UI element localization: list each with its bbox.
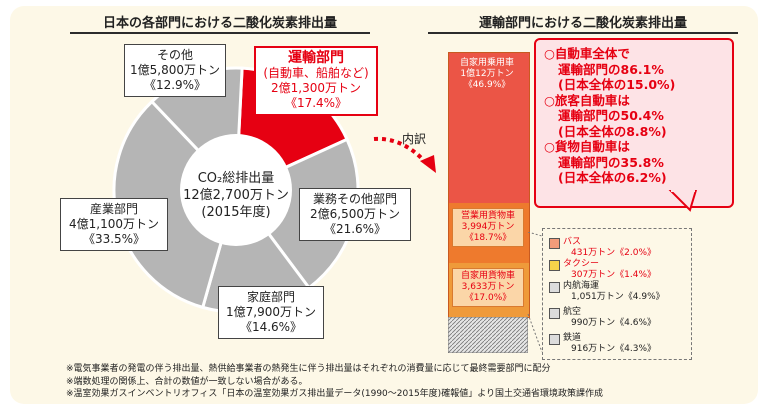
slice-name: 業務その他部門 [312,192,397,206]
legend-name: 航空 [563,307,582,317]
slice-percent: 《21.6%》 [323,222,387,236]
legend-connector [527,232,543,353]
arrow-icon [373,136,436,173]
bar-segment-0 [449,53,529,203]
footnote: ※温室効果ガスインベントリオフィス「日本の温室効果ガス排出量データ(1990～2… [66,389,604,399]
title-underline [428,32,738,34]
legend-value: 431万トン《2.0%》 [571,248,657,258]
callout-line: 運輸部門の50.4% [558,108,664,123]
legend: バス 431万トン《2.0%》 タクシー 307万トン《1.4%》 内航海運 1,051万… [542,228,692,360]
pie-title: 日本の各部門における二酸化炭素排出量 [102,16,337,31]
callout-line: (日本全体の15.0%) [558,77,676,92]
slice-label-household: 家庭部門 1億7,900万トン 《14.6%》 [218,286,324,339]
callout-line: 運輸部門の35.8% [558,154,664,170]
slice-name: 運輸部門 [288,50,344,66]
legend-name: タクシー [563,259,600,269]
footnote: ※端数処理の関係上、合計の数値が一致しない場合がある。 [66,376,308,387]
slice-percent: 《33.5%》 [82,232,146,246]
legend-value: 916万トン《4.3%》 [571,344,657,354]
slice-percent: 《12.9%》 [143,78,207,92]
legend-item: バス 431万トン《2.0%》 [563,237,656,259]
bar-segment-label-0: 自家用乗用車 1億12万トン 《46.9%》 [452,58,522,91]
segment-text: 自家用乗用車 [459,58,514,68]
legend-swatch [549,308,560,319]
slice-amount: 4億1,100万トン [69,217,159,231]
segment-text: 《17.0%》 [464,292,512,303]
segment-text: 《46.9%》 [463,80,511,90]
slice-amount: 2億1,300万トン [271,81,361,95]
segment-text: 3,994万トン [461,221,515,232]
slice-name: その他 [156,48,193,62]
segment-text: 営業用貨物車 [460,210,515,221]
center-line: CO₂総排出量 [197,171,275,186]
slice-amount: 1億5,800万トン [130,63,220,77]
callout-line: 運輸部門の86.1% [558,61,664,77]
legend-item: 鉄道 916万トン《4.3%》 [563,333,656,355]
breakdown-label: 内訳 [402,132,427,146]
slice-label-industry: 産業部門 4億1,100万トン 《33.5%》 [60,198,168,251]
legend-item: 内航海運 1,051万トン《4.9%》 [563,281,665,303]
title-underline [70,32,370,34]
legend-name: 鉄道 [563,333,582,343]
legend-item: タクシー 307万トン《1.4%》 [563,259,656,281]
footnote: ※電気事業者の発電の伴う排出量、熱供給事業者の熱発生に伴う排出量はそれぞれの消費… [66,364,551,374]
segment-text: 《18.7%》 [464,232,512,243]
callout-line: ○旅客自動車は [544,92,630,108]
center-line: 12億2,700万トン [183,188,289,203]
bar-title: 運輸部門における二酸化炭素排出量 [478,16,687,31]
legend-name: 内航海運 [563,281,600,291]
legend-swatch [549,260,560,271]
summary-callout: ○自動車全体で 運輸部門の86.1% (日本全体の15.0%) ○旅客自動車は … [534,38,734,208]
bar-segment-label-1: 営業用貨物車 3,994万トン 《18.7%》 [452,207,524,247]
slice-label-transport: 運輸部門 (自動車、船舶など) 2億1,300万トン 《17.4%》 [254,46,378,116]
legend-swatch [549,238,560,249]
pie-hole [180,134,292,246]
legend-swatch [549,334,560,345]
segment-text: 1億12万トン [460,69,514,79]
bar-segment-label-2: 自家用貨物車 3,633万トン 《17.0%》 [452,267,524,307]
segment-text: 3,633万トン [461,281,515,292]
slice-label-other: その他 1億5,800万トン 《12.9%》 [124,44,226,97]
legend-value: 990万トン《4.6%》 [571,318,657,328]
other-modes-block [448,317,528,353]
pie-chart [112,66,360,314]
slice-subtitle: (自動車、船舶など) [263,66,369,80]
slice-amount: 1億7,900万トン [226,305,316,319]
legend-value: 307万トン《1.4%》 [571,270,657,280]
legend-name: バス [563,237,582,247]
callout-line: (日本全体の6.2%) [558,170,667,185]
legend-item: 航空 990万トン《4.6%》 [563,307,656,329]
pie-center-label: CO₂総排出量 12億2,700万トン (2015年度) [176,170,296,221]
callout-tail [668,190,698,212]
slice-amount: 2億6,500万トン [310,207,400,221]
callout-line: (日本全体の8.8%) [558,123,667,139]
slice-percent: 《14.6%》 [239,320,303,334]
legend-value: 1,051万トン《4.9%》 [571,292,665,302]
slice-label-business: 業務その他部門 2億6,500万トン 《21.6%》 [299,188,411,241]
segment-text: 自家用貨物車 [460,270,515,281]
center-line: (2015年度) [201,205,271,220]
footnotes: ※電気事業者の発電の伴う排出量、熱供給事業者の熱発生に伴う排出量はそれぞれの消費… [66,363,603,401]
stacked-bar-labels: 自家用乗用車 1億12万トン 《46.9%》 営業用貨物車 3,994万トン 《18.7%… [448,52,528,316]
slice-percent: 《17.4%》 [284,96,348,110]
chart-panel: 日本の各部門における二酸化炭素排出量 運輸部門における二酸化炭素排出量 CO₂総… [10,6,758,404]
legend-swatch [549,282,560,293]
callout-line: ○貨物自動車は [544,139,630,154]
callout-line: ○自動車全体で [544,46,630,61]
slice-name: 産業部門 [89,202,138,216]
slice-name: 家庭部門 [246,290,295,304]
